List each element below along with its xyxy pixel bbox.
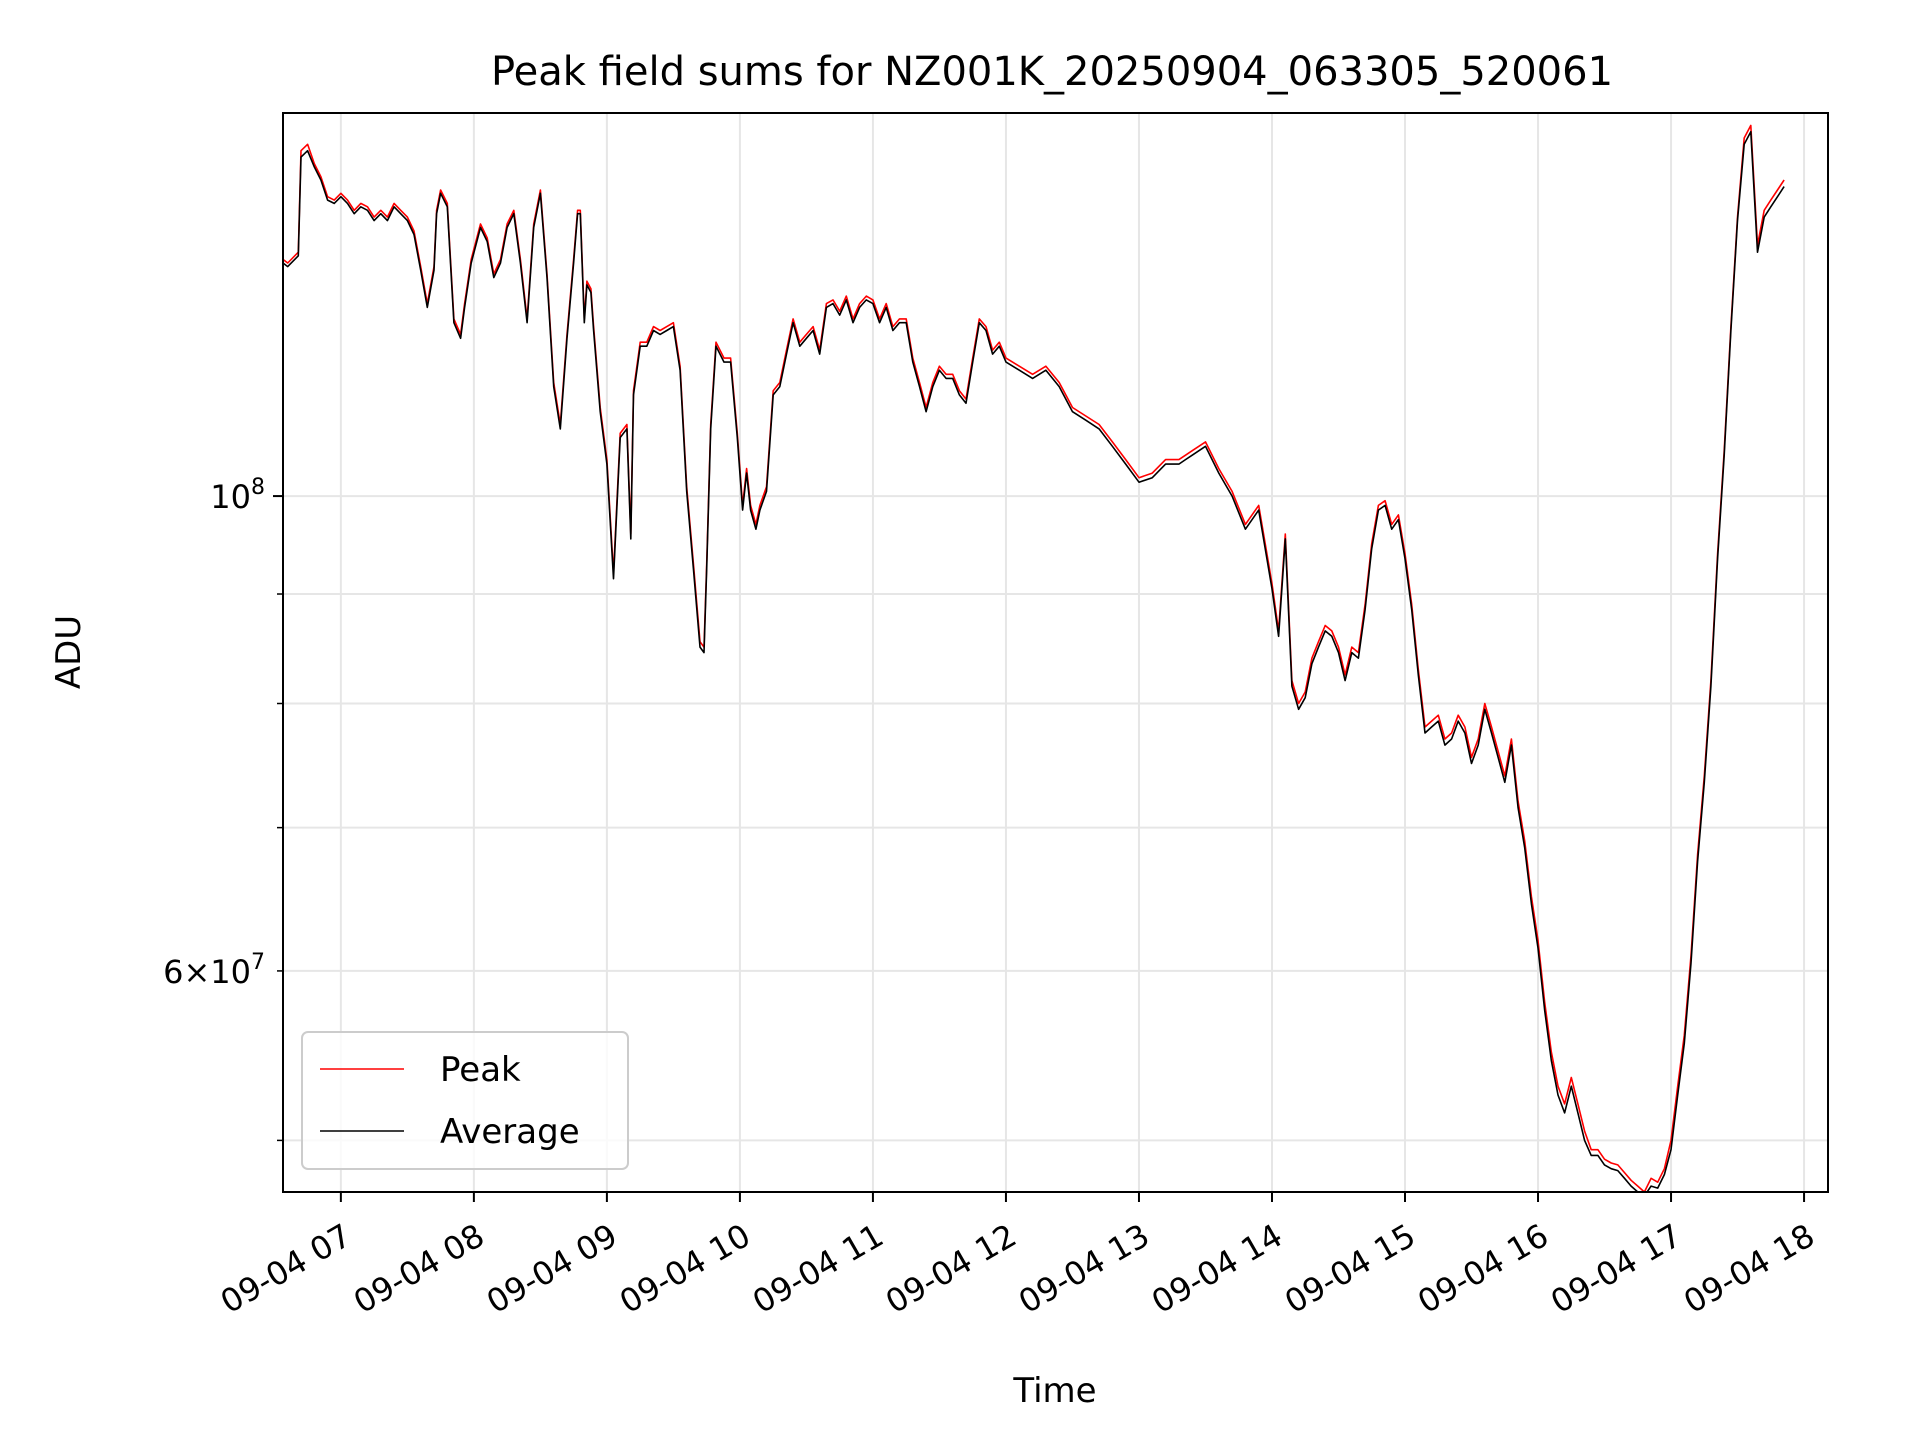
series-line-average (283, 130, 1785, 1192)
y-tick-label: 6×107 (163, 950, 265, 991)
y-axis: 108 6×107 (163, 475, 283, 1142)
plot-frame (282, 112, 1829, 1193)
series-line-peak (283, 124, 1785, 1192)
legend-label-average: Average (440, 1112, 580, 1152)
y-tick-label: 108 (210, 475, 265, 516)
x-axis-label: Time (1012, 1371, 1096, 1411)
legend: Peak Average (301, 1031, 629, 1170)
legend-box (301, 1031, 629, 1170)
plot-lines (283, 124, 1785, 1192)
legend-label-peak: Peak (440, 1050, 521, 1090)
gridlines (283, 113, 1828, 1192)
y-axis-label: ADU (49, 615, 89, 689)
chart-title: Peak field sums for NZ001K_20250904_0633… (491, 49, 1613, 95)
